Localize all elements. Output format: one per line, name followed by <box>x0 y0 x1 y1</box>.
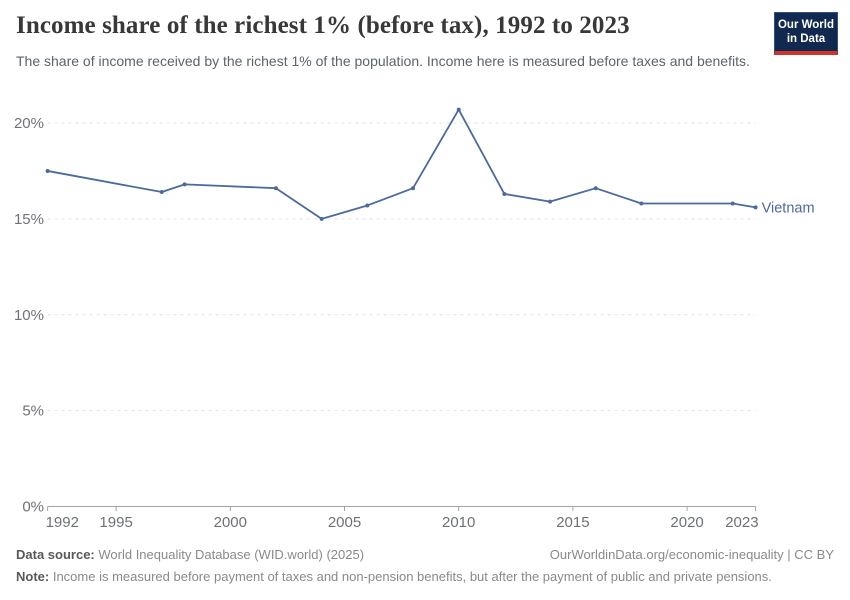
data-point[interactable] <box>365 203 370 208</box>
data-point[interactable] <box>45 168 50 173</box>
note-value: Income is measured before payment of tax… <box>52 569 772 584</box>
page-title: Income share of the richest 1% (before t… <box>16 12 630 39</box>
data-point[interactable] <box>182 182 187 187</box>
data-point[interactable] <box>159 190 164 195</box>
y-tick-label: 15% <box>14 211 44 228</box>
owid-license-link[interactable]: OurWorldinData.org/economic-inequality |… <box>549 547 834 562</box>
data-point[interactable] <box>273 186 278 191</box>
y-tick-label: 5% <box>22 403 44 420</box>
x-tick-label: 2023 <box>725 514 758 531</box>
y-tick-label: 20% <box>14 115 44 132</box>
owid-logo[interactable]: Our World in Data <box>774 12 838 55</box>
x-tick-label: 2010 <box>442 514 475 531</box>
data-point[interactable] <box>319 216 324 221</box>
data-point[interactable] <box>639 201 644 206</box>
data-source-label: Data source: <box>16 547 95 562</box>
data-source: Data source: World Inequality Database (… <box>16 547 364 562</box>
note-label: Note: <box>16 569 50 584</box>
footer-source-row: Data source: World Inequality Database (… <box>16 547 834 562</box>
data-point[interactable] <box>502 191 507 196</box>
series-line[interactable] <box>46 108 757 220</box>
y-tick-label: 10% <box>14 307 44 324</box>
data-point[interactable] <box>548 199 553 204</box>
x-tick-label: 2020 <box>670 514 703 531</box>
data-point[interactable] <box>593 186 598 191</box>
owid-logo-line2: in Data <box>786 33 826 46</box>
owid-logo-line1: Our World <box>777 19 834 31</box>
footer-note: Note: Income is measured before payment … <box>16 569 834 584</box>
data-point[interactable] <box>411 186 416 191</box>
y-tick-label: 0% <box>22 499 44 516</box>
x-tick-label: 2005 <box>328 514 361 531</box>
data-point[interactable] <box>456 107 461 112</box>
x-tick-label: 2015 <box>556 514 589 531</box>
entity-label[interactable]: Vietnam <box>762 200 815 216</box>
data-source-value: World Inequality Database (WID.world) (2… <box>98 547 365 562</box>
data-point[interactable] <box>753 205 758 210</box>
x-tick-label: 2000 <box>214 514 247 531</box>
x-tick-label: 1995 <box>99 514 132 531</box>
data-point[interactable] <box>730 201 735 206</box>
chart-subtitle: The share of income received by the rich… <box>16 53 750 69</box>
x-tick-label: 1992 <box>46 514 79 531</box>
